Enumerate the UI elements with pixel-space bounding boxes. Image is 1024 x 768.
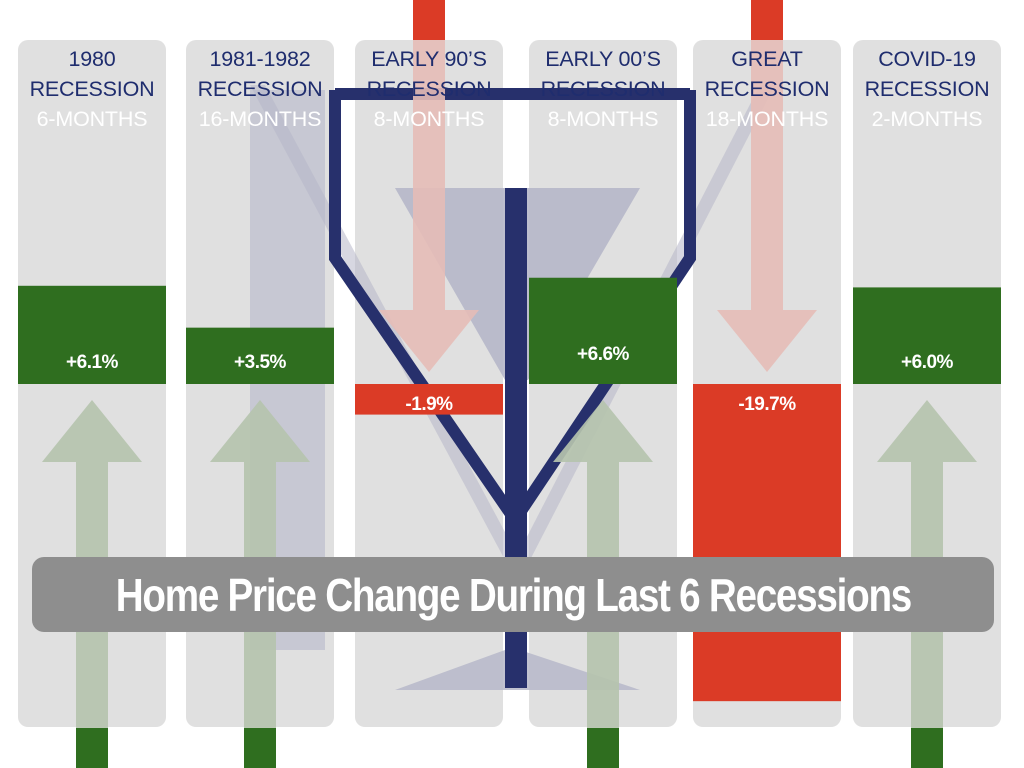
value-label-3: +6.6% (577, 344, 629, 365)
bar-1 (186, 327, 334, 384)
chart-title: Home Price Change During Last 6 Recessio… (115, 568, 912, 621)
category-duration: 18-MONTHS (705, 107, 829, 131)
category-subtitle: RECESSION (704, 77, 830, 101)
up-arrow-head-1 (210, 400, 310, 462)
category-name: 1980 (68, 47, 116, 71)
category-duration: 8-MONTHS (373, 107, 485, 131)
glass-outline-right (510, 90, 696, 524)
category-label-covid-19: COVID-19 RECESSION 2-MONTHS (853, 44, 1001, 134)
down-arrow-head-4 (717, 310, 817, 372)
value-label-5: +6.0% (901, 352, 953, 373)
category-duration: 2-MONTHS (871, 107, 983, 131)
glass-outline-left (329, 90, 520, 524)
category-subtitle: RECESSION (864, 77, 990, 101)
value-label-2: -1.9% (405, 394, 453, 415)
category-label-early-00s: EARLY 00’S RECESSION 8-MONTHS (529, 44, 677, 134)
category-duration: 6-MONTHS (36, 107, 148, 131)
up-arrow-head-5 (877, 400, 977, 462)
up-arrow-foot-5 (911, 728, 943, 768)
category-name: COVID-19 (878, 47, 976, 71)
value-label-1: +3.5% (234, 352, 286, 373)
bar-4 (693, 384, 841, 702)
category-name: GREAT (731, 47, 803, 71)
up-arrow-foot-1 (244, 728, 276, 768)
up-arrow-foot-0 (76, 728, 108, 768)
title-banner: Home Price Change During Last 6 Recessio… (32, 557, 994, 632)
category-name: EARLY 00’S (545, 47, 661, 71)
category-name: EARLY 90’S (371, 47, 487, 71)
category-subtitle: RECESSION (197, 77, 323, 101)
category-label-1980: 1980 RECESSION 6-MONTHS (18, 44, 166, 134)
bar-0 (18, 285, 166, 384)
down-arrow-top-2 (413, 0, 445, 40)
down-arrow-head-2 (379, 310, 479, 372)
up-arrow-head-3 (553, 400, 653, 462)
down-arrow-shaft-2 (413, 40, 445, 310)
down-arrow-top-4 (751, 0, 783, 40)
up-arrow-head-0 (42, 400, 142, 462)
category-subtitle: RECESSION (29, 77, 155, 101)
bar-5 (853, 287, 1001, 384)
value-label-0: +6.1% (66, 352, 118, 373)
category-label-great: GREAT RECESSION 18-MONTHS (693, 44, 841, 134)
category-duration: 16-MONTHS (198, 107, 322, 131)
category-subtitle: RECESSION (540, 77, 666, 101)
category-label-early-90s: EARLY 90’S RECESSION 8-MONTHS (355, 44, 503, 134)
category-label-1981-1982: 1981-1982 RECESSION 16-MONTHS (186, 44, 334, 134)
up-arrow-foot-3 (587, 728, 619, 768)
down-arrow-shaft-4 (751, 40, 783, 310)
bar-2 (355, 384, 503, 415)
category-name: 1981-1982 (209, 47, 311, 71)
category-duration: 8-MONTHS (547, 107, 659, 131)
bar-3 (529, 277, 677, 384)
category-subtitle: RECESSION (366, 77, 492, 101)
value-label-4: -19.7% (738, 394, 796, 415)
